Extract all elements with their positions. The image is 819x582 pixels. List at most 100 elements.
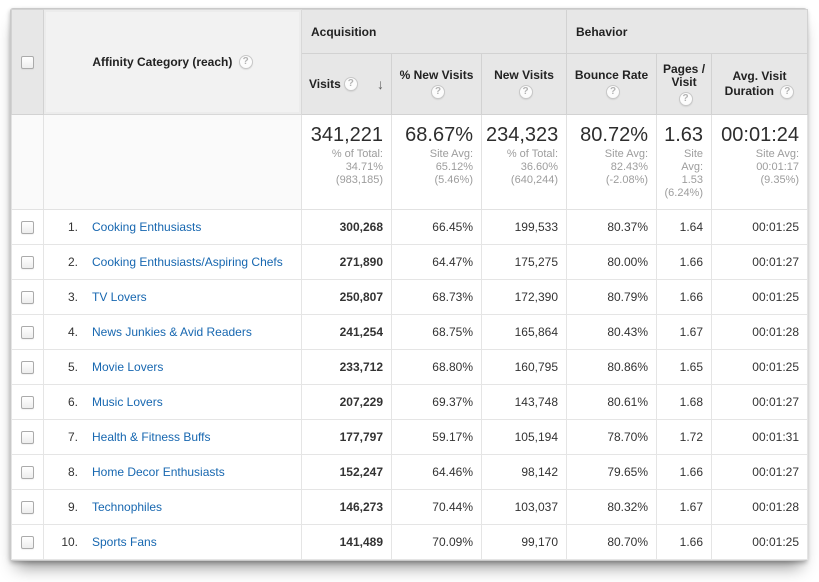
row-checkbox[interactable]: [21, 361, 34, 375]
cell-bounce-rate: 80.61%: [566, 384, 658, 420]
category-link[interactable]: Sports Fans: [92, 535, 157, 549]
column-header-avg-visit-duration[interactable]: Avg. Visit Duration ?: [711, 53, 809, 115]
table-row: 3. TV Lovers 250,807 68.73% 172,390 80.79…: [11, 279, 809, 315]
row-checkbox[interactable]: [21, 221, 34, 235]
help-icon[interactable]: ?: [606, 85, 621, 99]
cell-bounce-rate: 80.00%: [566, 244, 658, 280]
category-link[interactable]: Cooking Enthusiasts/Aspiring Chefs: [92, 255, 283, 269]
row-rank: 3.: [67, 290, 78, 304]
cell-pages-per-visit: 1.66: [656, 454, 713, 490]
row-rank: 2.: [67, 255, 78, 269]
table-row: 8. Home Decor Enthusiasts 152,247 64.46% …: [11, 454, 809, 490]
cell-avg-visit-duration: 00:01:25: [711, 279, 809, 315]
cell-pages-per-visit: 1.67: [656, 489, 713, 525]
row-checkbox[interactable]: [21, 256, 34, 270]
column-header-pct-new-visits[interactable]: % New Visits ?: [391, 53, 482, 115]
cell-pages-per-visit: 1.68: [656, 384, 713, 420]
cell-bounce-rate: 78.70%: [566, 419, 658, 455]
cell-pct-new-visits: 69.37%: [391, 384, 482, 420]
table-row: 5. Movie Lovers 233,712 68.80% 160,795 80…: [11, 349, 809, 385]
cell-new-visits: 175,275: [480, 244, 568, 280]
category-link[interactable]: Music Lovers: [92, 395, 163, 409]
cell-pct-new-visits: 68.73%: [391, 279, 482, 315]
visits-header-label: Visits: [309, 77, 341, 91]
affinity-category-table: Affinity Category (reach) ? Acquisition …: [11, 9, 809, 560]
cell-visits: 233,712: [301, 349, 392, 385]
row-rank: 1.: [67, 220, 78, 234]
summary-new-visits: 234,323 % of Total: 36.60% (640,244): [480, 114, 568, 210]
category-link[interactable]: TV Lovers: [92, 290, 147, 304]
cell-pages-per-visit: 1.64: [656, 209, 713, 245]
category-link[interactable]: News Junkies & Avid Readers: [92, 325, 252, 339]
column-header-bounce-rate[interactable]: Bounce Rate ?: [566, 53, 658, 115]
help-icon[interactable]: ?: [780, 84, 795, 99]
cell-new-visits: 105,194: [480, 419, 568, 455]
row-checkbox[interactable]: [21, 326, 34, 340]
column-header-new-visits[interactable]: New Visits ?: [480, 53, 568, 115]
cell-pages-per-visit: 1.72: [656, 419, 713, 455]
cell-pages-per-visit: 1.66: [656, 524, 713, 560]
cell-avg-visit-duration: 00:01:28: [711, 314, 809, 350]
cell-visits: 250,807: [301, 279, 392, 315]
select-all-cell: [11, 9, 44, 115]
cell-new-visits: 99,170: [480, 524, 568, 560]
cell-visits: 152,247: [301, 454, 392, 490]
cell-pct-new-visits: 64.47%: [391, 244, 482, 280]
analytics-report-panel: Affinity Category (reach) ? Acquisition …: [10, 8, 809, 561]
row-checkbox[interactable]: [21, 396, 34, 410]
cell-pct-new-visits: 64.46%: [391, 454, 482, 490]
category-link[interactable]: Movie Lovers: [92, 360, 164, 374]
group-header-acquisition: Acquisition: [300, 9, 568, 54]
cell-bounce-rate: 79.65%: [566, 454, 658, 490]
cell-visits: 271,890: [301, 244, 392, 280]
cell-visits: 207,229: [301, 384, 392, 420]
help-icon[interactable]: ?: [238, 55, 253, 70]
cell-pct-new-visits: 70.44%: [391, 489, 482, 525]
summary-row: 341,221 % of Total: 34.71% (983,185) 68.67…: [11, 114, 809, 210]
row-rank: 5.: [67, 360, 78, 374]
sort-descending-icon[interactable]: ↓: [377, 76, 384, 92]
row-checkbox[interactable]: [21, 501, 34, 515]
cell-avg-visit-duration: 00:01:25: [711, 209, 809, 245]
row-checkbox[interactable]: [21, 431, 34, 445]
cell-bounce-rate: 80.86%: [566, 349, 658, 385]
cell-bounce-rate: 80.37%: [566, 209, 658, 245]
cell-avg-visit-duration: 00:01:28: [711, 489, 809, 525]
help-icon[interactable]: ?: [678, 91, 693, 106]
summary-pages-per-visit: 1.63 Site Avg: 1.53 (6.24%): [656, 114, 713, 210]
cell-avg-visit-duration: 00:01:27: [711, 384, 809, 420]
cell-new-visits: 160,795: [480, 349, 568, 385]
row-checkbox[interactable]: [21, 536, 34, 550]
category-link[interactable]: Cooking Enthusiasts: [92, 220, 202, 234]
category-link[interactable]: Health & Fitness Buffs: [92, 430, 211, 444]
cell-avg-visit-duration: 00:01:25: [711, 524, 809, 560]
row-rank: 7.: [67, 430, 78, 444]
summary-pct-new-visits: 68.67% Site Avg: 65.12% (5.46%): [391, 114, 482, 210]
dimension-header-label: Affinity Category (reach): [92, 54, 233, 69]
cell-avg-visit-duration: 00:01:27: [711, 454, 809, 490]
row-checkbox[interactable]: [21, 291, 34, 305]
cell-avg-visit-duration: 00:01:25: [711, 349, 809, 385]
column-header-visits[interactable]: Visits ? ↓: [301, 53, 392, 115]
category-link[interactable]: Home Decor Enthusiasts: [92, 465, 225, 479]
summary-avg-visit-duration: 00:01:24 Site Avg: 00:01:17 (9.35%): [711, 114, 809, 210]
row-rank: 4.: [67, 325, 78, 339]
row-checkbox[interactable]: [21, 466, 34, 480]
select-all-checkbox[interactable]: [21, 56, 34, 70]
category-link[interactable]: Technophiles: [92, 500, 163, 514]
dimension-header[interactable]: Affinity Category (reach) ?: [43, 9, 302, 115]
column-header-pages-per-visit[interactable]: Pages / Visit ?: [656, 53, 713, 115]
table-row: 7. Health & Fitness Buffs 177,797 59.17% …: [11, 419, 809, 455]
cell-pages-per-visit: 1.66: [656, 244, 713, 280]
cell-pages-per-visit: 1.66: [656, 279, 713, 315]
row-rank: 8.: [67, 465, 78, 479]
cell-bounce-rate: 80.43%: [566, 314, 658, 350]
cell-bounce-rate: 80.79%: [566, 279, 658, 315]
cell-pct-new-visits: 59.17%: [391, 419, 482, 455]
cell-pages-per-visit: 1.65: [656, 349, 713, 385]
summary-visits: 341,221 % of Total: 34.71% (983,185): [301, 114, 392, 210]
help-icon[interactable]: ?: [343, 77, 358, 91]
help-icon[interactable]: ?: [518, 85, 533, 99]
summary-bounce-rate: 80.72% Site Avg: 82.43% (-2.08%): [566, 114, 658, 210]
help-icon[interactable]: ?: [431, 85, 445, 99]
